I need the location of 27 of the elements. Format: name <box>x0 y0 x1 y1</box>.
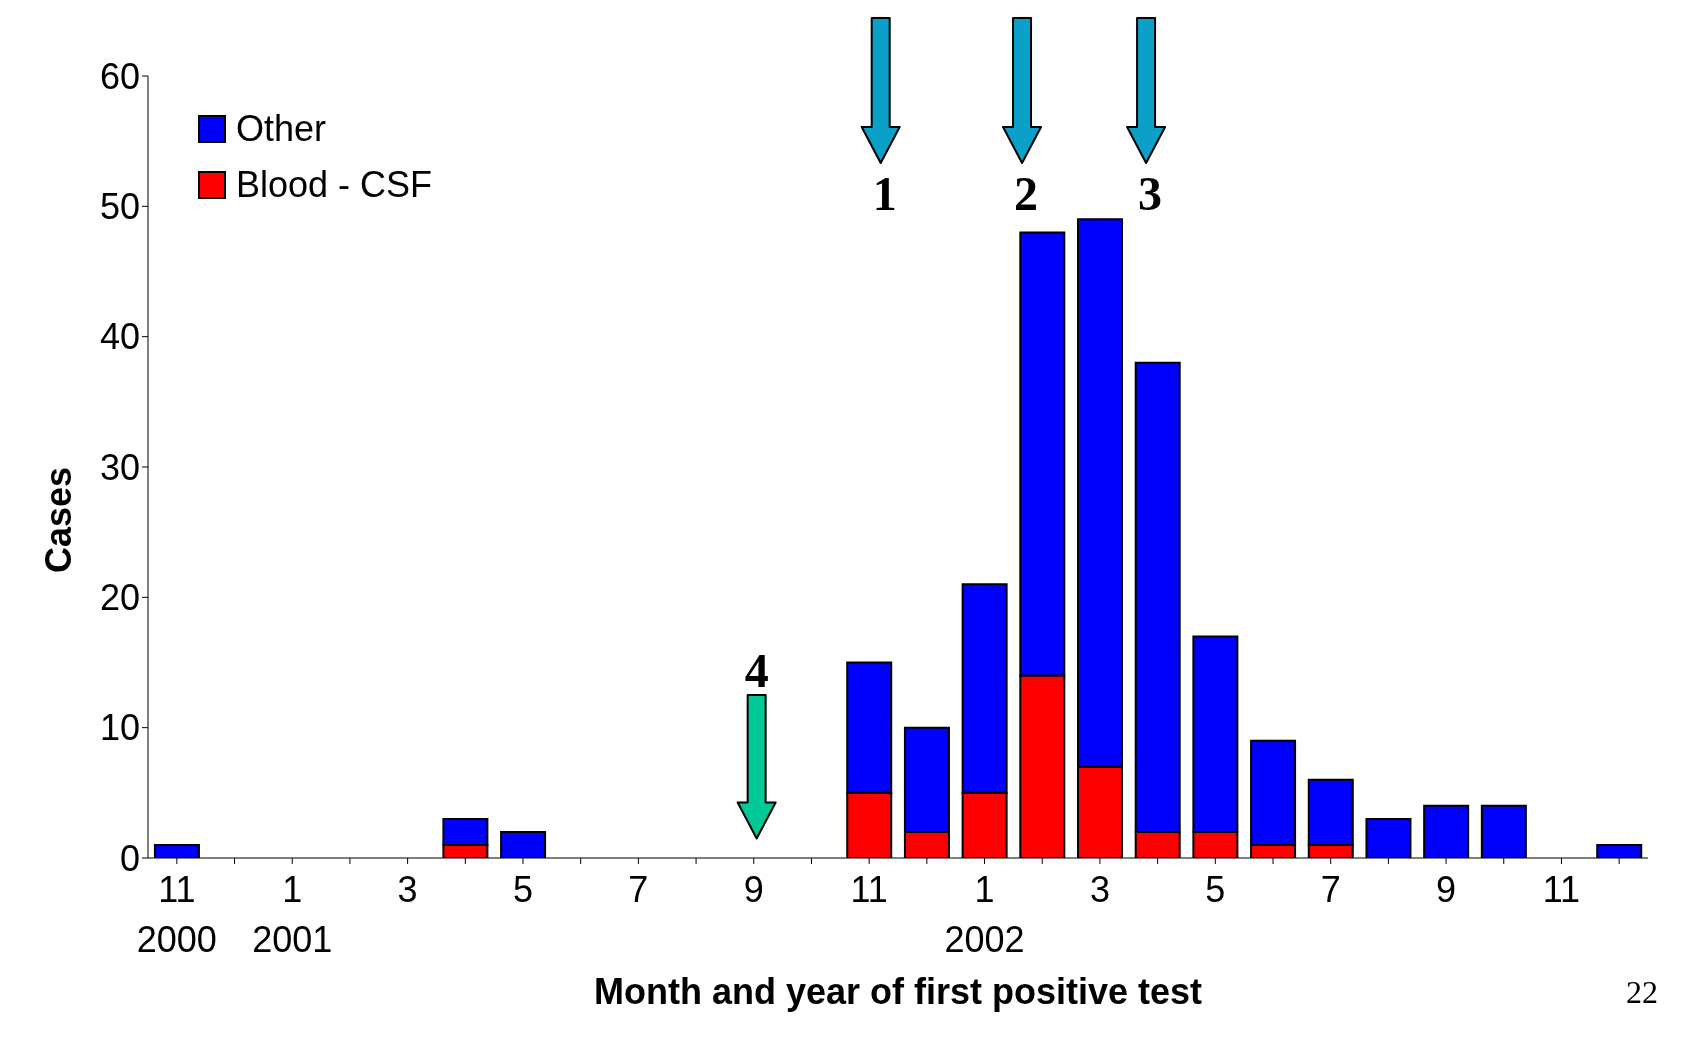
annotation: 2 <box>1014 167 1039 220</box>
x-tick-label: 7 <box>628 869 649 910</box>
y-tick-label: 60 <box>99 55 140 97</box>
legend-label: Other <box>236 108 327 150</box>
y-axis-title: Cases <box>37 467 79 574</box>
x-tick-label: 3 <box>397 869 418 910</box>
x-tick-label: 1 2001 <box>252 869 333 960</box>
x-tick-label: 9 <box>1436 869 1457 910</box>
y-tick-label: 40 <box>99 316 140 358</box>
y-tick-label: 50 <box>99 186 140 228</box>
x-tick-label: 5 <box>1205 869 1226 910</box>
x-tick-label: 11 <box>1542 869 1581 910</box>
text: 22 <box>1626 974 1658 1010</box>
annotation: 4 <box>744 644 769 698</box>
x-tick-label: 7 <box>1320 869 1341 910</box>
y-tick-label: 30 <box>99 446 140 488</box>
y-tick-label: 20 <box>99 577 140 619</box>
x-tick-label: 11 <box>850 869 888 910</box>
y-tick-label: 10 <box>99 707 140 749</box>
x-tick-label: 1 2002 <box>944 869 1025 960</box>
annotation: 1 <box>872 167 897 220</box>
annotation: 3 <box>1138 167 1163 220</box>
x-tick-label: 5 <box>512 869 534 910</box>
x-tick-label: 9 <box>743 869 764 910</box>
legend-label: Blood - CSF <box>236 164 433 206</box>
x-axis-title: Month and year of first positive test <box>593 970 1203 1012</box>
x-tick-label: 3 <box>1089 869 1110 910</box>
